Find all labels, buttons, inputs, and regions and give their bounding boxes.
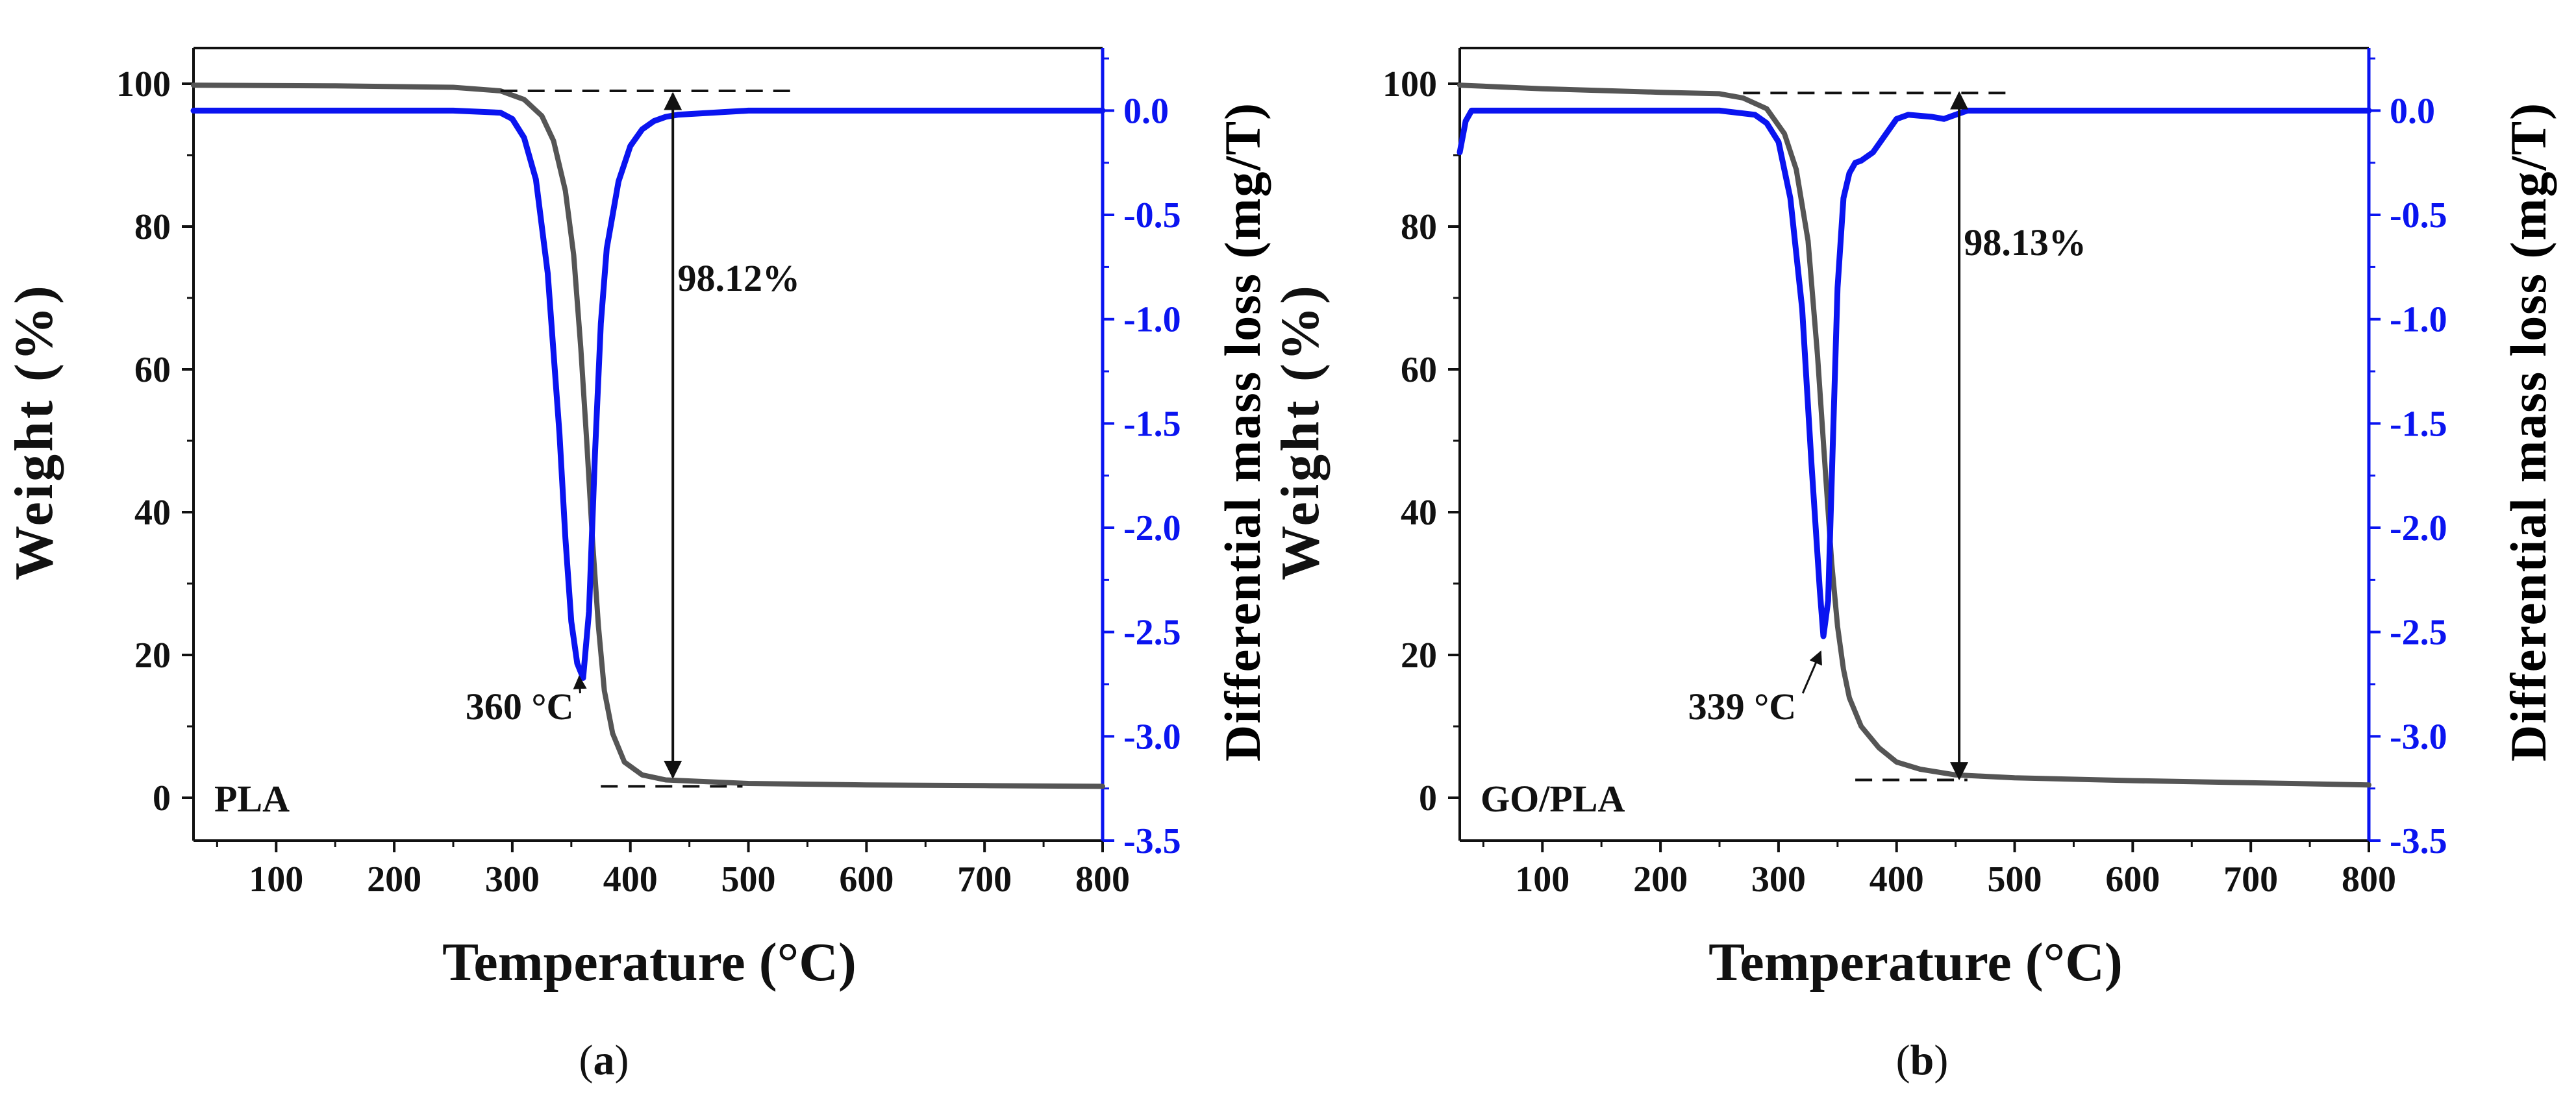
y-tick-label: 60 [134, 350, 171, 390]
x-axis-title: Temperature (°C) [1708, 932, 2123, 993]
x-tick-label: 700 [957, 859, 1012, 900]
y-tick-label: 40 [134, 493, 171, 533]
y-tick-label: 80 [134, 207, 171, 247]
y2-tick-label: -3.5 [1123, 821, 1181, 861]
x-tick-label: 100 [249, 859, 303, 900]
y-tick-label: 60 [1401, 350, 1437, 390]
panel-label: GO/PLA [1481, 778, 1625, 820]
y2-tick-label: -3.5 [2390, 821, 2447, 861]
mass-loss-label: 98.12% [677, 257, 800, 299]
y2-tick-label: -0.5 [2390, 195, 2447, 236]
panel-a: Weight (%) Differential mass loss (mg/T)… [4, 47, 1271, 1084]
y-tick-label: 0 [153, 778, 171, 819]
x-tick-label: 100 [1515, 859, 1569, 900]
caption-b: (b) [1896, 1037, 1949, 1084]
y-tick-label: 40 [1401, 493, 1437, 533]
y2-tick-label: -2.5 [1123, 613, 1181, 653]
y2-tick-label: -2.0 [1123, 508, 1181, 549]
y2-tick-label: -1.5 [1123, 404, 1181, 444]
panel-b: Weight (%) Differential mass loss (mg/T)… [1270, 47, 2557, 1084]
x-tick-label: 400 [1869, 859, 1924, 900]
x-tick-label: 700 [2223, 859, 2278, 900]
dtg-series-line [1457, 107, 2372, 639]
y-axis-title-right: Differential mass loss (mg/T) [2500, 102, 2557, 761]
mass-loss-label: 98.13% [1964, 221, 2086, 264]
weight-series-line [191, 82, 1105, 789]
x-tick-label: 600 [839, 859, 894, 900]
x-tick-label: 400 [603, 859, 658, 900]
x-tick-label: 500 [721, 859, 776, 900]
y-tick-label: 100 [1382, 64, 1437, 105]
y-axis-title-right: Differential mass loss (mg/T) [1214, 102, 1271, 761]
y2-tick-label: -2.0 [2390, 508, 2447, 549]
y2-tick-label: 0.0 [2390, 91, 2435, 131]
y2-tick-label: -3.0 [1123, 717, 1181, 757]
y2-tick-label: -1.5 [2390, 404, 2447, 444]
weight-series-line [1457, 82, 2371, 788]
caption-a: (a) [579, 1037, 629, 1084]
x-tick-label: 200 [1633, 859, 1688, 900]
y2-tick-label: -1.0 [2390, 300, 2447, 340]
y-tick-label: 20 [1401, 635, 1437, 676]
dtg-series-line [190, 107, 1106, 681]
x-tick-label: 800 [1075, 859, 1130, 900]
y-axis-title-left: Weight (%) [1270, 283, 1331, 580]
y-axis-title-left: Weight (%) [4, 283, 64, 580]
x-tick-label: 500 [1988, 859, 2042, 900]
y-tick-label: 0 [1419, 778, 1437, 819]
x-tick-label: 600 [2105, 859, 2160, 900]
x-axis-title: Temperature (°C) [442, 932, 857, 993]
y2-tick-label: 0.0 [1123, 91, 1169, 131]
y2-tick-label: -3.0 [2390, 717, 2447, 757]
x-tick-label: 200 [367, 859, 421, 900]
peak-arrow [573, 675, 587, 694]
y2-tick-label: -1.0 [1123, 300, 1181, 340]
x-tick-label: 800 [2342, 859, 2396, 900]
peak-arrow [1801, 650, 1822, 694]
panel-label: PLA [214, 778, 290, 820]
y-tick-label: 100 [116, 64, 171, 105]
y-tick-label: 20 [134, 635, 171, 676]
peak-temperature-label: 360 °C [466, 685, 574, 728]
x-tick-label: 300 [485, 859, 540, 900]
y2-tick-label: -0.5 [1123, 195, 1181, 236]
y-tick-label: 80 [1401, 207, 1437, 247]
x-tick-label: 300 [1751, 859, 1806, 900]
y2-tick-label: -2.5 [2390, 613, 2447, 653]
peak-temperature-label: 339 °C [1688, 685, 1797, 728]
